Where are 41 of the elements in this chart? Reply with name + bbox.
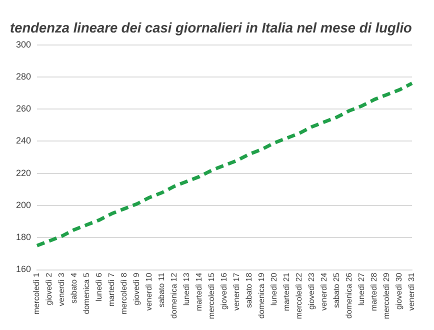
x-tick-label: domenica 5 <box>82 272 92 314</box>
x-tick-label: martedì 14 <box>194 272 204 312</box>
y-tick-label: 200 <box>16 200 32 210</box>
x-tick-label: sabato 4 <box>70 272 79 304</box>
x-tick-label: martedì 21 <box>282 272 292 312</box>
x-tick-label: mercoledì 8 <box>120 272 129 315</box>
x-tick-label: giovedì 23 <box>307 272 316 310</box>
y-tick-label: 220 <box>16 168 32 178</box>
x-tick-label: lunedì 13 <box>182 272 192 306</box>
x-tick-label: sabato 11 <box>157 272 166 308</box>
x-tick-label: sabato 25 <box>332 272 342 308</box>
x-tick-label: venerdì 3 <box>57 272 66 306</box>
x-tick-label: domenica 12 <box>170 272 179 319</box>
x-tick-label: giovedì 2 <box>44 272 54 306</box>
x-tick-label: martedì 28 <box>370 272 379 312</box>
x-tick-label: domenica 19 <box>257 272 266 319</box>
x-tick-label: venerdì 24 <box>320 272 329 311</box>
x-tick-label: sabato 18 <box>244 272 254 308</box>
x-tick-label: giovedì 9 <box>132 272 142 306</box>
line-series <box>35 82 414 248</box>
x-tick-label: mercoledì 29 <box>382 272 392 320</box>
x-tick-label: venerdì 10 <box>144 272 154 311</box>
x-tick-label: domenica 26 <box>344 272 354 319</box>
y-tick-label: 280 <box>16 71 32 82</box>
x-tick-label: lunedì 27 <box>357 272 366 306</box>
y-tick-label: 160 <box>16 264 32 274</box>
y-tick-label: 240 <box>16 136 32 146</box>
x-tick-label: lunedì 20 <box>270 272 279 306</box>
y-tick-label: 260 <box>16 104 32 114</box>
x-tick-label: venerdì 31 <box>407 272 416 311</box>
y-tick-label: 180 <box>16 232 32 242</box>
x-tick-label: mercoledì 22 <box>294 272 304 320</box>
x-tick-label: martedì 7 <box>107 272 116 307</box>
x-tick-label: giovedì 30 <box>394 272 404 310</box>
x-tick-label: mercoledì 15 <box>207 272 216 320</box>
chart-title: tendenza lineare dei casi giornalieri in Italia nel mese di luglio <box>10 19 412 36</box>
x-tick-label: venerdì 17 <box>232 272 242 311</box>
x-tick-label: lunedì 6 <box>94 272 104 302</box>
x-tick-label: mercoledì 1 <box>32 272 42 315</box>
y-tick-label: 300 <box>16 39 32 50</box>
x-tick-label: giovedì 16 <box>220 272 229 310</box>
